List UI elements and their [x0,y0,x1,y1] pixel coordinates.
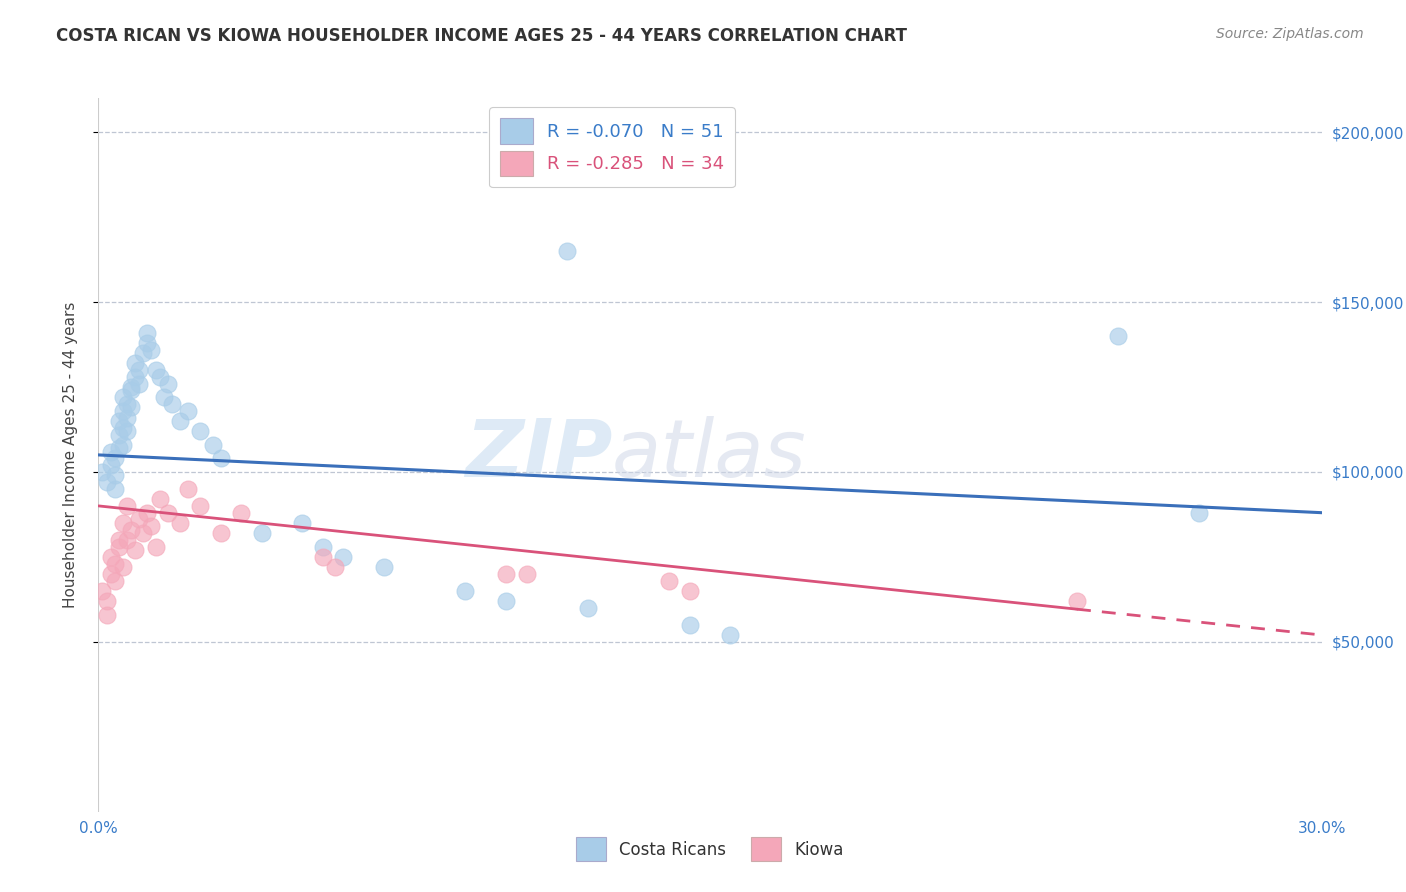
Point [132,526,155,541]
Point [516,566,538,581]
Point [120,384,142,398]
Point [104,451,127,466]
Point [91,465,114,479]
Point [1188,506,1211,520]
Point [312,549,335,564]
Point [141,343,163,357]
Point [100,566,122,581]
Point [231,506,253,520]
Point [152,390,174,404]
Point [100,458,122,472]
Point [132,346,155,360]
Point [209,526,232,541]
Point [104,468,127,483]
Point [120,401,142,415]
Point [111,560,134,574]
Point [201,438,224,452]
Point [108,427,131,442]
Point [124,543,146,558]
Legend: Costa Ricans, Kiowa: Costa Ricans, Kiowa [569,830,851,868]
Point [156,376,179,391]
Text: COSTA RICAN VS KIOWA HOUSEHOLDER INCOME AGES 25 - 44 YEARS CORRELATION CHART: COSTA RICAN VS KIOWA HOUSEHOLDER INCOME … [56,27,907,45]
Point [332,549,354,564]
Point [111,390,134,404]
Point [209,451,232,466]
Point [108,414,131,428]
Point [557,244,579,258]
Point [145,363,167,377]
Point [720,628,742,642]
Point [679,583,702,598]
Point [120,523,142,537]
Point [495,594,517,608]
Point [658,574,681,588]
Point [111,516,134,530]
Point [156,506,179,520]
Point [291,516,314,530]
Point [1066,594,1088,608]
Point [373,560,395,574]
Point [177,482,200,496]
Point [149,369,172,384]
Point [100,549,122,564]
Point [495,566,517,581]
Point [149,492,172,507]
Point [120,380,142,394]
Point [96,475,118,489]
Point [169,414,191,428]
Point [312,540,335,554]
Point [136,506,159,520]
Point [91,583,114,598]
Point [128,363,150,377]
Point [100,444,122,458]
Text: ZIP: ZIP [465,416,612,494]
Point [124,356,146,370]
Point [1107,329,1129,343]
Point [108,533,131,547]
Point [679,617,702,632]
Point [141,519,163,533]
Point [145,540,167,554]
Point [111,438,134,452]
Y-axis label: Householder Income Ages 25 - 44 years: Householder Income Ages 25 - 44 years [63,301,77,608]
Point [124,369,146,384]
Point [96,607,118,622]
Point [115,410,138,425]
Point [250,526,273,541]
Point [169,516,191,530]
Point [104,482,127,496]
Point [108,441,131,455]
Text: atlas: atlas [612,416,807,494]
Text: Source: ZipAtlas.com: Source: ZipAtlas.com [1216,27,1364,41]
Point [136,326,159,340]
Point [177,403,200,417]
Point [136,335,159,350]
Point [111,403,134,417]
Point [323,560,346,574]
Point [115,424,138,438]
Point [160,397,183,411]
Point [454,583,477,598]
Point [188,424,212,438]
Point [108,540,131,554]
Point [104,557,127,571]
Point [104,574,127,588]
Point [115,499,138,513]
Point [111,421,134,435]
Point [188,499,212,513]
Point [115,397,138,411]
Point [576,600,599,615]
Point [128,376,150,391]
Point [128,512,150,526]
Point [115,533,138,547]
Point [96,594,118,608]
